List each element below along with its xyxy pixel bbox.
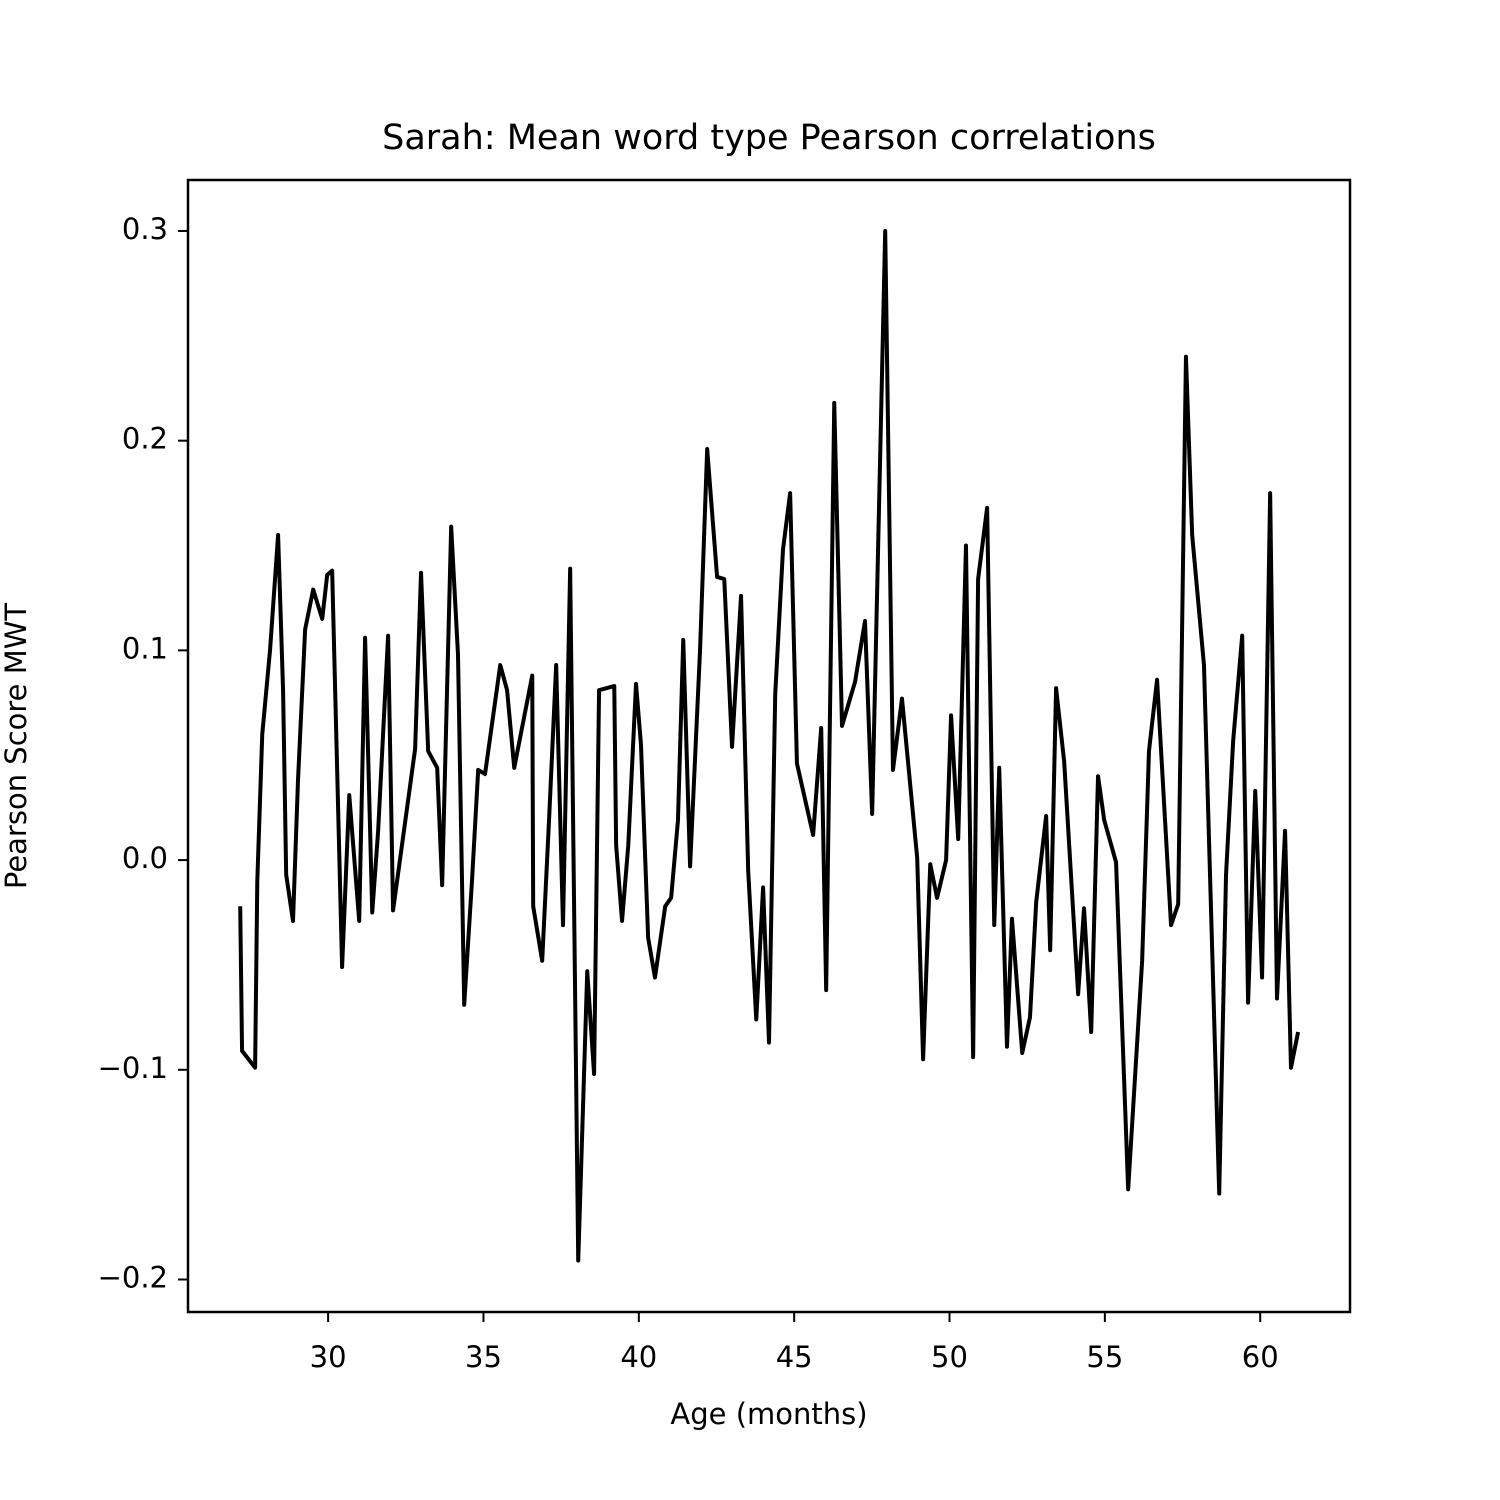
x-tick-label: 45 — [776, 1340, 813, 1374]
plot-frame — [186, 178, 1352, 1314]
x-tick-label: 50 — [931, 1340, 968, 1374]
x-tick-label: 55 — [1086, 1340, 1123, 1374]
chart-title: Sarah: Mean word type Pearson correlatio… — [382, 118, 1156, 158]
y-tick-label: −0.2 — [98, 1260, 168, 1294]
y-tick-label: 0.3 — [122, 212, 168, 246]
y-tick-label: 0.0 — [122, 841, 168, 875]
y-axis-title: Pearson Score MWT — [0, 603, 33, 890]
y-tick-label: 0.1 — [122, 631, 168, 665]
y-tick-label: 0.2 — [122, 422, 168, 456]
x-axis-title: Age (months) — [670, 1397, 867, 1431]
data-line — [238, 228, 1301, 1263]
x-tick-label: 30 — [310, 1340, 347, 1374]
x-tick-label: 60 — [1242, 1340, 1279, 1374]
y-tick-label: −0.1 — [98, 1051, 168, 1085]
x-tick-label: 40 — [620, 1340, 657, 1374]
x-tick-label: 35 — [465, 1340, 502, 1374]
